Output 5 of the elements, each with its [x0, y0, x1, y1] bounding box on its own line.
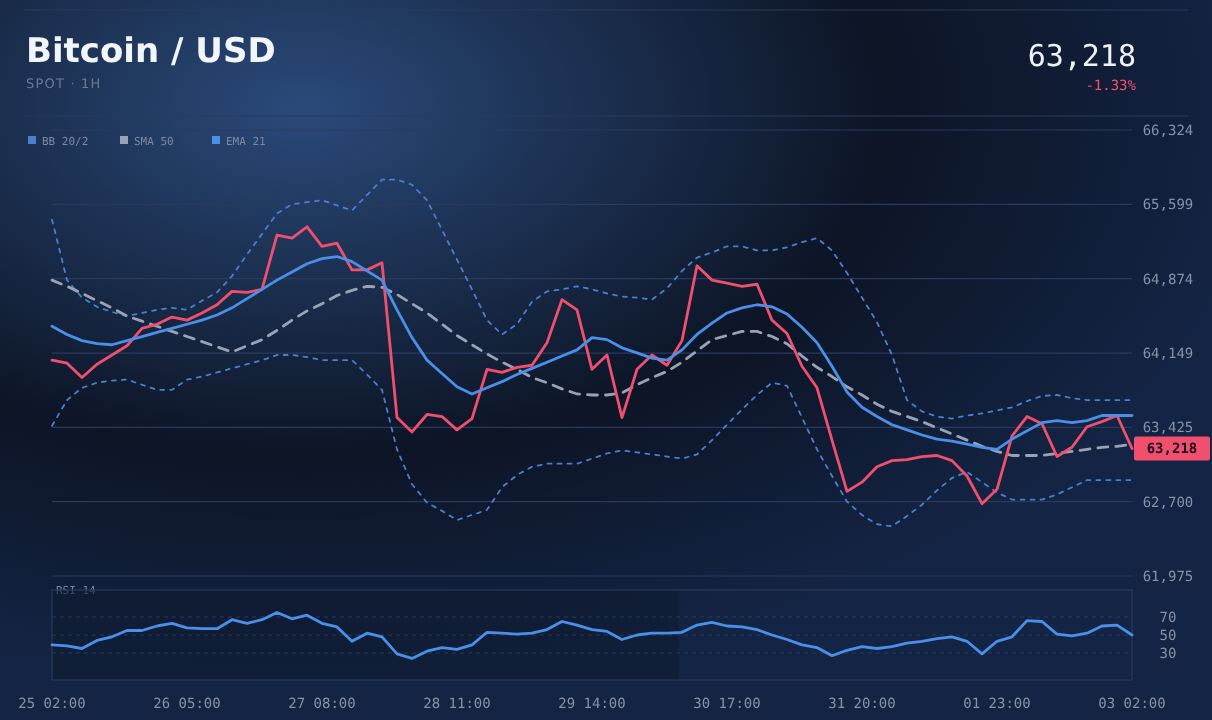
- line-series: [50, 611, 1134, 660]
- text: 63,218: [1027, 38, 1136, 74]
- line-series: [51, 178, 1133, 420]
- chart-title: Bitcoin / USD: [26, 32, 276, 72]
- line-series: [51, 354, 1133, 528]
